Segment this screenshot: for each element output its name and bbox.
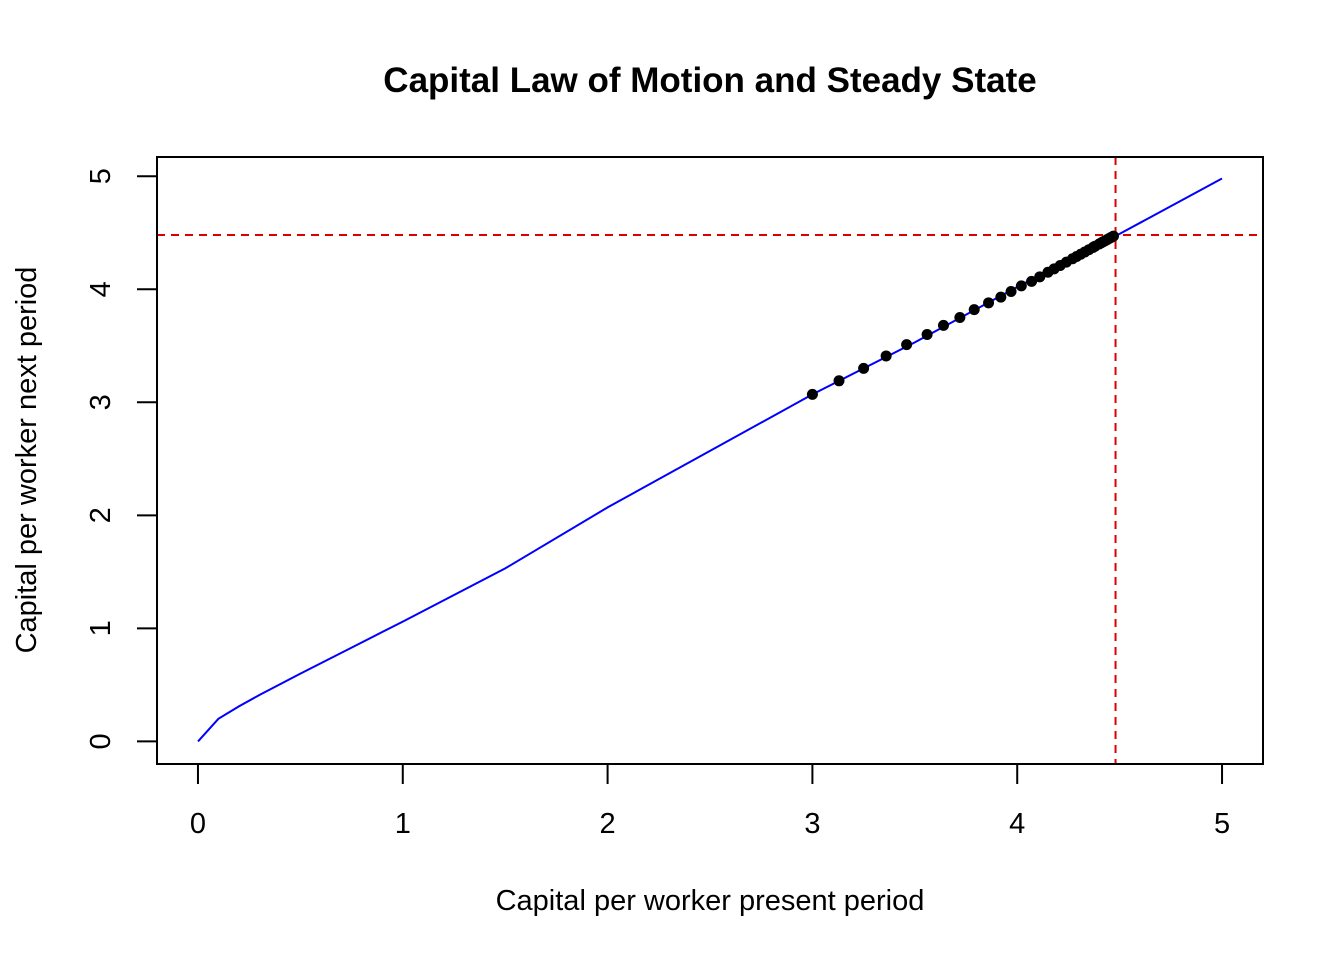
y-tick-label: 1 [85,620,117,636]
x-tick-label: 1 [395,808,411,840]
x-axis-label: Capital per worker present period [496,885,925,917]
iterate-point [968,304,980,316]
iterate-point [858,362,870,374]
iterate-point [954,312,966,324]
x-axis: 0 1 2 3 4 5 [190,763,1230,840]
iterate-point [937,319,949,331]
law-of-motion-line [197,177,1223,743]
x-tick-label: 3 [804,808,820,840]
iterate-point [1034,271,1046,283]
iterate-point [921,328,933,340]
iterate-point [806,388,818,400]
chart-title: Capital Law of Motion and Steady State [383,61,1036,100]
y-tick-label: 2 [85,507,117,523]
y-axis: 0 1 2 3 4 5 [85,168,158,749]
y-tick-label: 3 [85,394,117,410]
iterate-point [901,339,913,351]
x-tick-label: 0 [190,808,206,840]
x-tick-label: 4 [1009,808,1025,840]
iterate-points [806,230,1119,400]
iterate-point [983,297,995,309]
iterate-point [1107,230,1119,242]
x-tick-label: 5 [1214,808,1230,840]
iterate-point [1005,286,1017,298]
iterate-point [833,375,845,387]
iterate-point [1026,275,1038,287]
iterate-point [1015,280,1027,292]
law-of-motion-series [197,177,1223,743]
y-axis-label: Capital per worker next period [11,267,43,654]
x-tick-label: 2 [600,808,616,840]
y-tick-label: 0 [85,733,117,749]
steady-state-lines [157,157,1263,764]
iterate-point [880,350,892,362]
y-tick-label: 4 [85,281,117,297]
y-tick-label: 5 [85,168,117,184]
iterate-point [995,291,1007,303]
